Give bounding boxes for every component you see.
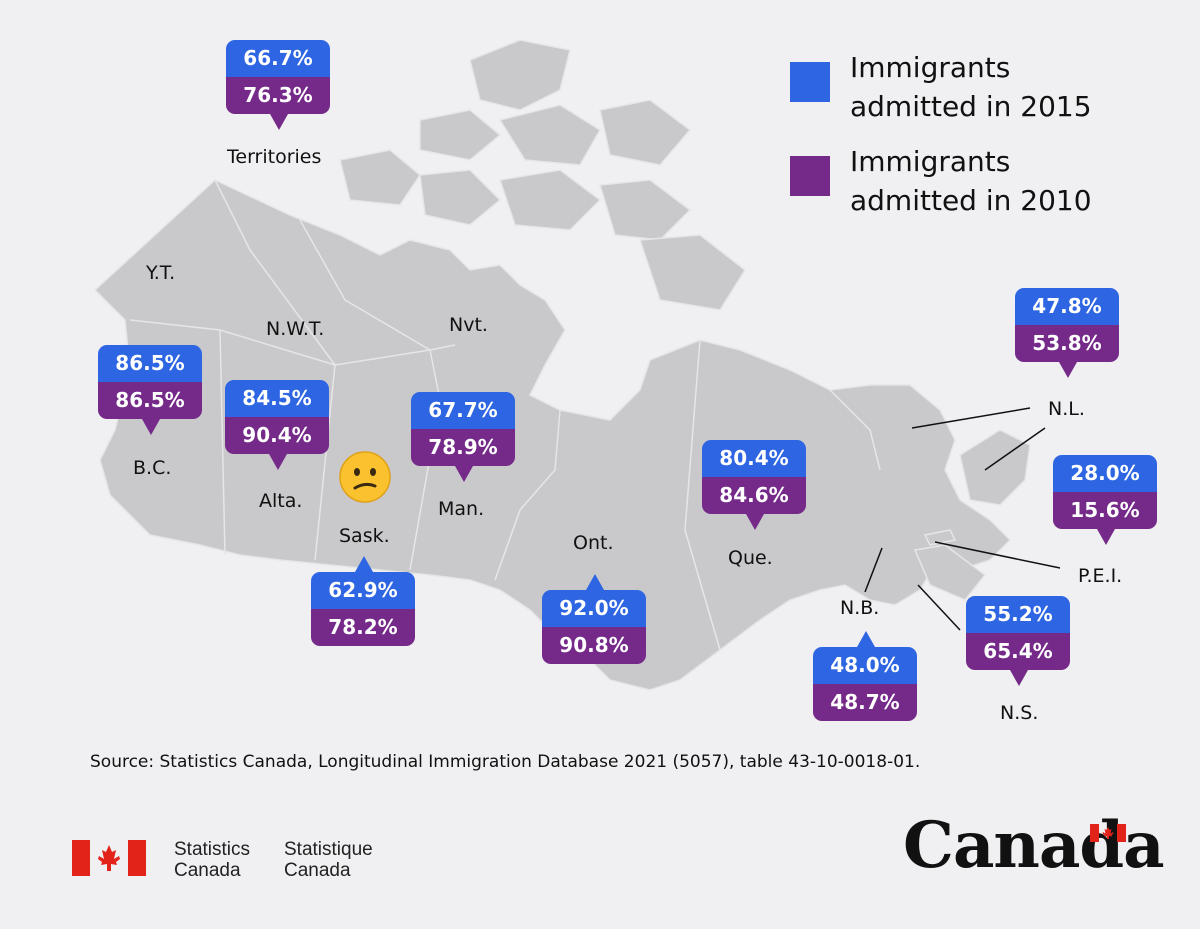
statcan-en-line1: Statistics <box>174 839 251 860</box>
value-2015: 80.4% <box>702 440 806 477</box>
value-2015: 47.8% <box>1015 288 1119 325</box>
callout-alta: 84.5% 90.4% <box>225 380 329 470</box>
value-2010: 48.7% <box>813 684 917 721</box>
nova-scotia <box>913 544 987 601</box>
source-note: Source: Statistics Canada, Longitudinal … <box>90 752 921 772</box>
label-nwt: N.W.T. <box>266 318 325 340</box>
value-2015: 48.0% <box>813 647 917 684</box>
callout-bc: 86.5% 86.5% <box>98 345 202 435</box>
statcan-en: Statistics Canada <box>174 839 250 881</box>
label-nb: N.B. <box>840 597 880 619</box>
value-2010: 78.2% <box>311 609 415 646</box>
label-ns: N.S. <box>1000 702 1039 724</box>
callout-pointer <box>269 454 287 470</box>
label-yt: Y.T. <box>146 262 176 284</box>
callout-pointer <box>455 466 473 482</box>
newfoundland <box>959 429 1031 506</box>
legend-2015: Immigrants admitted in 2015 <box>790 48 1092 126</box>
callout-pointer <box>586 574 604 590</box>
mainland <box>93 179 1012 691</box>
value-2015: 66.7% <box>226 40 330 77</box>
label-man: Man. <box>438 498 485 520</box>
label-que: Que. <box>728 547 773 569</box>
callout-nl: 47.8% 53.8% <box>1015 288 1119 378</box>
value-2015: 28.0% <box>1053 455 1157 492</box>
callout-pointer <box>270 114 288 130</box>
value-2010: 84.6% <box>702 477 806 514</box>
callout-pointer <box>746 514 764 530</box>
callout-sask: 62.9% 78.2% <box>311 556 415 646</box>
label-territories: Territories <box>227 146 322 168</box>
callout-pointer <box>1059 362 1077 378</box>
label-ont: Ont. <box>573 532 614 554</box>
label-nl: N.L. <box>1048 398 1085 420</box>
label-nvt: Nvt. <box>449 314 488 336</box>
leader-lines <box>864 407 1061 631</box>
label-pei: P.E.I. <box>1078 565 1123 587</box>
wordmark-flag-icon <box>1090 824 1126 842</box>
callout-pointer <box>1010 670 1028 686</box>
value-2010: 90.4% <box>225 417 329 454</box>
value-2015: 92.0% <box>542 590 646 627</box>
legend-swatch-2010 <box>790 156 830 196</box>
callout-pointer <box>1097 529 1115 545</box>
label-alta: Alta. <box>259 490 303 512</box>
value-2010: 78.9% <box>411 429 515 466</box>
legend-2010: Immigrants admitted in 2010 <box>790 142 1092 220</box>
canada-wordmark: Canada <box>903 808 1165 883</box>
statcan-fr-line2: Canada <box>284 860 351 881</box>
callout-pointer <box>142 419 160 435</box>
value-2010: 76.3% <box>226 77 330 114</box>
callout-territories: 66.7% 76.3% <box>226 40 330 130</box>
value-2010: 15.6% <box>1053 492 1157 529</box>
legend-label-2010: Immigrants admitted in 2010 <box>850 145 1092 217</box>
legend-label-2015: Immigrants admitted in 2015 <box>850 51 1092 123</box>
statcan-fr: Statistique Canada <box>284 839 373 881</box>
callout-nb: 48.0% 48.7% <box>813 631 917 721</box>
value-2015: 84.5% <box>225 380 329 417</box>
callout-man: 67.7% 78.9% <box>411 392 515 482</box>
value-2015: 67.7% <box>411 392 515 429</box>
value-2015: 86.5% <box>98 345 202 382</box>
pei <box>923 529 957 546</box>
callout-ns: 55.2% 65.4% <box>966 596 1070 686</box>
callout-pointer <box>857 631 875 647</box>
arctic-islands <box>339 39 746 311</box>
legend-swatch-2015 <box>790 62 830 102</box>
value-2010: 90.8% <box>542 627 646 664</box>
callout-pointer <box>355 556 373 572</box>
callout-pei: 28.0% 15.6% <box>1053 455 1157 545</box>
value-2015: 62.9% <box>311 572 415 609</box>
statcan-en-line2: Canada <box>174 860 241 881</box>
callout-que: 80.4% 84.6% <box>702 440 806 530</box>
value-2015: 55.2% <box>966 596 1070 633</box>
label-sask: Sask. <box>339 525 390 547</box>
value-2010: 86.5% <box>98 382 202 419</box>
callout-ont: 92.0% 90.8% <box>542 574 646 664</box>
value-2010: 53.8% <box>1015 325 1119 362</box>
value-2010: 65.4% <box>966 633 1070 670</box>
confused-face-icon <box>339 451 391 503</box>
canada-flag-icon <box>72 840 146 876</box>
statcan-fr-line1: Statistique <box>284 839 373 860</box>
label-bc: B.C. <box>133 457 172 479</box>
